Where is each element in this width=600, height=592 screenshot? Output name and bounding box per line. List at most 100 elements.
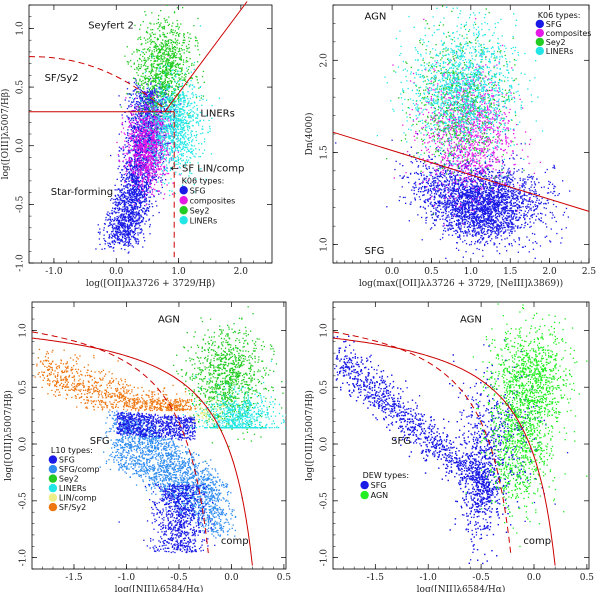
data-point	[197, 162, 199, 164]
data-point	[125, 152, 127, 154]
data-point	[193, 64, 195, 66]
data-point	[132, 90, 134, 92]
data-point	[132, 180, 135, 182]
data-point	[176, 7, 179, 9]
data-point	[116, 235, 119, 237]
data-point	[144, 195, 146, 198]
data-point	[147, 140, 149, 142]
data-point	[152, 53, 154, 55]
data-point	[174, 80, 176, 82]
data-point	[147, 179, 149, 181]
data-point	[178, 42, 180, 44]
data-point	[138, 185, 140, 187]
data-point	[122, 146, 124, 148]
data-point	[139, 128, 141, 130]
data-point	[129, 185, 131, 187]
data-point	[133, 140, 135, 142]
data-point	[159, 51, 162, 53]
data-point	[143, 212, 146, 214]
data-point	[150, 123, 153, 125]
data-point	[150, 164, 152, 166]
data-point	[164, 135, 166, 137]
data-point	[128, 168, 130, 171]
data-point	[174, 57, 177, 59]
data-point	[132, 212, 134, 214]
data-point	[138, 198, 140, 200]
data-point	[175, 34, 177, 37]
data-point	[177, 86, 179, 88]
data-point	[139, 129, 141, 131]
data-point	[133, 165, 135, 167]
data-point	[165, 179, 167, 181]
data-point	[137, 223, 139, 225]
data-point	[129, 166, 132, 168]
data-point	[139, 163, 141, 165]
data-point	[143, 236, 145, 239]
data-point	[149, 100, 151, 102]
data-point	[144, 124, 147, 127]
data-point	[132, 139, 135, 141]
data-point	[111, 240, 114, 242]
data-point	[159, 30, 161, 32]
data-point	[141, 120, 143, 122]
data-point	[174, 192, 176, 195]
data-point	[186, 125, 188, 127]
data-point	[137, 187, 140, 189]
data-point	[121, 224, 123, 226]
data-point	[142, 129, 145, 131]
data-point	[135, 138, 137, 140]
data-point	[166, 98, 168, 100]
data-point	[136, 48, 138, 51]
data-point	[144, 130, 146, 133]
data-point	[134, 208, 137, 210]
data-point	[117, 220, 120, 222]
data-point	[116, 219, 119, 221]
data-point	[134, 123, 137, 125]
data-point	[150, 142, 152, 144]
data-point	[130, 148, 132, 150]
data-point	[184, 111, 186, 113]
data-point	[132, 246, 135, 248]
data-point	[154, 36, 156, 39]
data-point	[142, 82, 144, 85]
data-point	[153, 194, 155, 197]
data-point	[170, 42, 172, 44]
data-point	[143, 135, 145, 137]
data-point	[130, 198, 132, 200]
data-point	[144, 11, 146, 13]
data-point	[174, 46, 176, 49]
data-point	[135, 119, 138, 122]
data-point	[135, 88, 137, 91]
data-point	[201, 75, 204, 78]
data-point	[129, 125, 131, 127]
data-point	[153, 176, 155, 178]
data-point	[144, 144, 146, 146]
data-point	[122, 237, 124, 239]
data-point	[160, 92, 163, 95]
data-point	[138, 216, 141, 218]
data-point	[132, 219, 134, 221]
data-point	[147, 177, 150, 180]
data-point	[173, 88, 175, 90]
data-point	[168, 120, 170, 122]
data-point	[124, 55, 126, 57]
data-point	[118, 223, 121, 225]
data-point	[125, 238, 127, 240]
data-point	[135, 196, 137, 198]
data-point	[139, 201, 141, 203]
data-point	[181, 160, 183, 162]
data-point	[161, 173, 163, 176]
data-point	[146, 187, 148, 189]
data-point	[137, 69, 140, 71]
data-point	[166, 5, 168, 6]
data-point	[137, 83, 140, 86]
data-point	[122, 178, 124, 181]
data-point	[134, 68, 136, 70]
data-point	[173, 53, 175, 55]
data-point	[126, 153, 129, 155]
data-point	[172, 69, 174, 71]
data-point	[148, 101, 150, 103]
data-point	[144, 148, 146, 150]
data-point	[118, 231, 121, 234]
data-point	[129, 175, 131, 177]
